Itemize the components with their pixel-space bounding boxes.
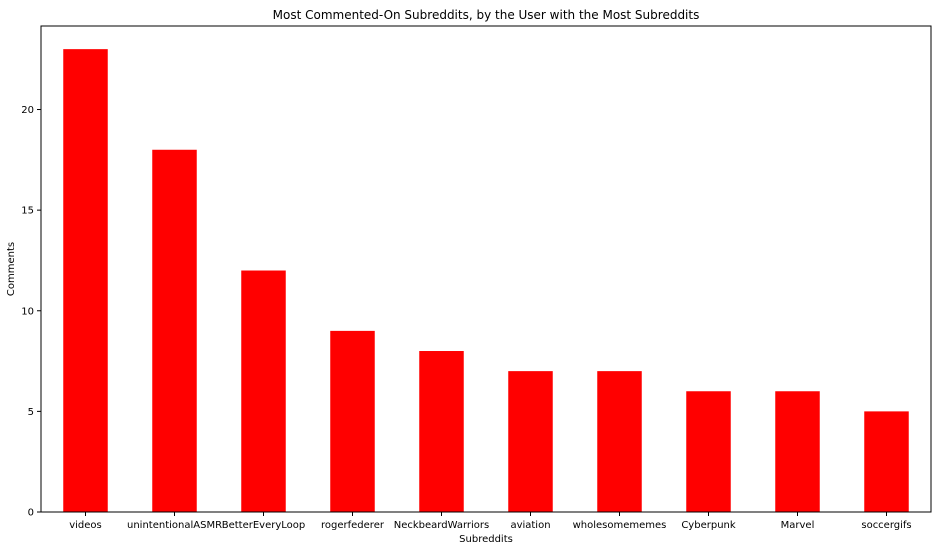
x-axis: videos unintentionalASMR BetterEveryLoop ro…	[69, 512, 912, 531]
x-axis-label: Subreddits	[459, 534, 513, 545]
bar-BetterEveryLoop	[241, 270, 286, 512]
y-axis: 0 5 10 15 20	[21, 105, 41, 519]
bar-unintentionalASMR	[152, 149, 197, 512]
x-tick-label: rogerfederer	[321, 520, 385, 531]
bar-NeckbeardWarriors	[419, 351, 464, 512]
chart-title: Most Commented-On Subreddits, by the Use…	[273, 8, 700, 22]
bar-videos	[63, 49, 108, 512]
bar-rogerfederer	[330, 330, 375, 512]
y-axis-label: Comments	[6, 242, 17, 296]
bar-soccergifs	[864, 411, 909, 512]
plot-frame	[40, 25, 932, 513]
bar-Marvel	[775, 391, 820, 512]
y-tick-label: 15	[21, 206, 34, 217]
x-tick-label: Marvel	[781, 520, 815, 531]
y-tick-label: 0	[28, 508, 34, 519]
x-tick-label: soccergifs	[861, 520, 911, 531]
x-tick-label: BetterEveryLoop	[222, 520, 306, 531]
bar-Cyberpunk	[686, 391, 731, 512]
x-tick-label: Cyberpunk	[681, 520, 736, 531]
x-tick-label: unintentionalASMR	[127, 520, 222, 531]
x-tick-label: aviation	[510, 520, 550, 531]
bar-aviation	[508, 371, 553, 512]
y-tick-label: 5	[28, 407, 34, 418]
x-tick-label: videos	[69, 520, 102, 531]
y-tick-label: 20	[21, 105, 34, 116]
bar-wholesomememes	[597, 371, 642, 512]
y-tick-label: 10	[21, 306, 34, 317]
bars-layer	[63, 49, 909, 512]
x-tick-label: wholesomememes	[573, 520, 667, 531]
x-tick-label: NeckbeardWarriors	[394, 520, 489, 531]
